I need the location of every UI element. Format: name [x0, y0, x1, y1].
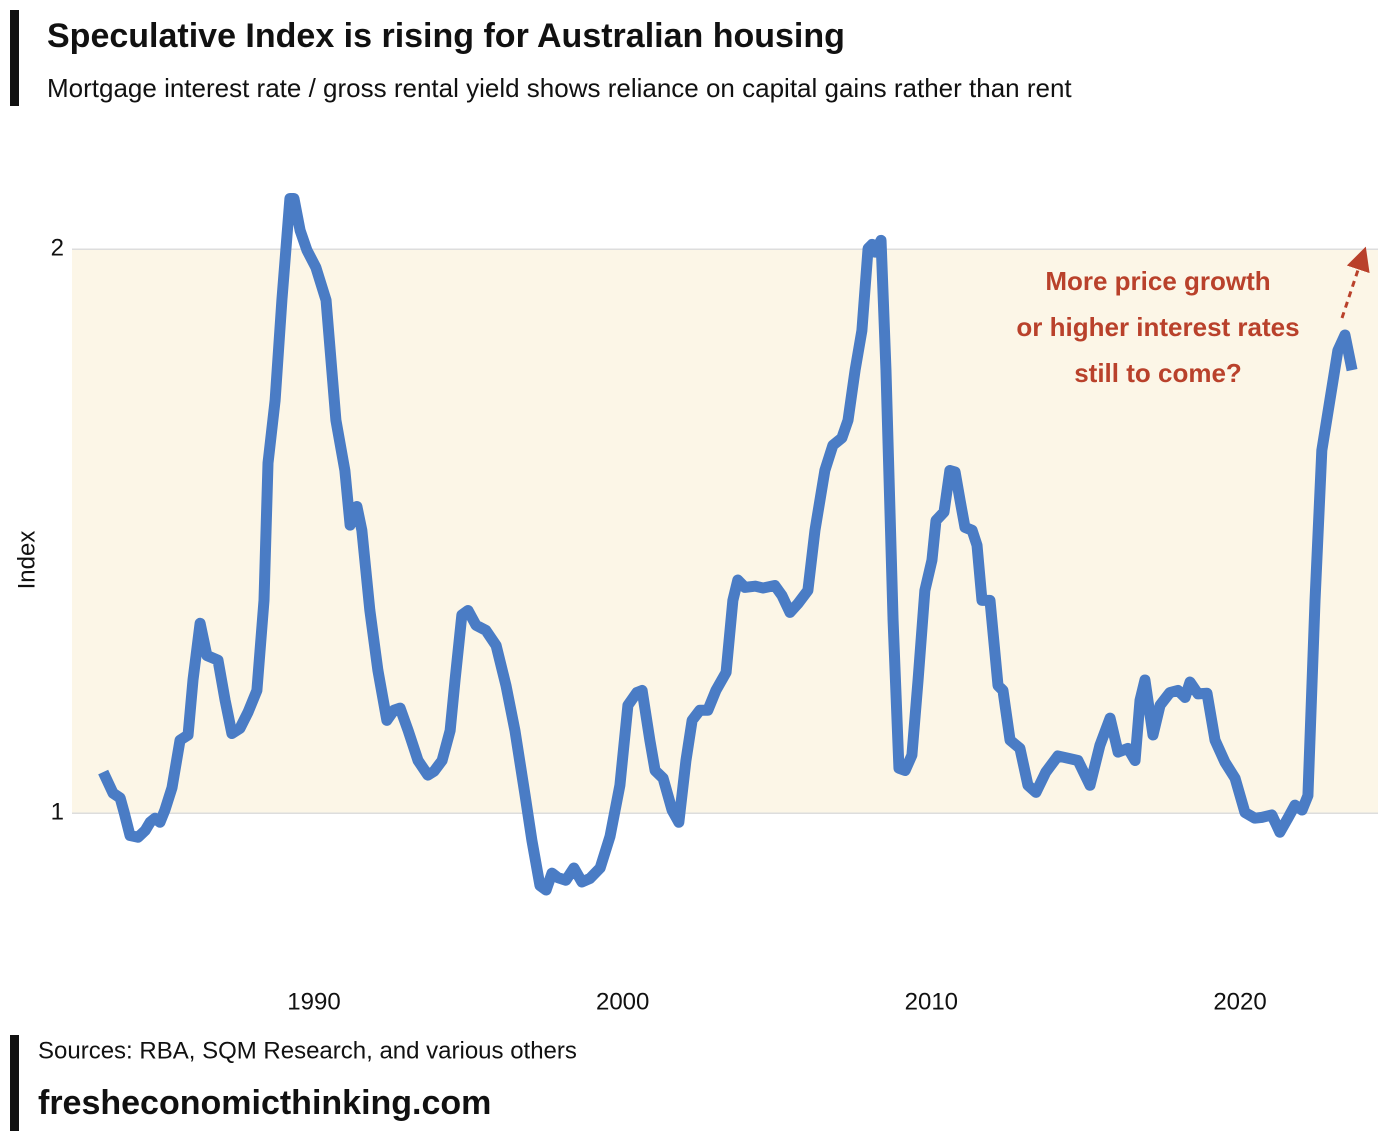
chart-subtitle: Mortgage interest rate / gross rental yi…	[47, 73, 1072, 103]
chart-title: Speculative Index is rising for Australi…	[47, 17, 845, 55]
annotation: or higher interest rates	[1016, 312, 1299, 342]
title-bar	[10, 10, 19, 106]
x-tick-label: 2010	[905, 988, 958, 1015]
website: fresheconomicthinking.com	[38, 1084, 491, 1122]
source: Sources: RBA, SQM Research, and various …	[38, 1037, 577, 1064]
annotation: More price growth	[1045, 266, 1270, 296]
plot-area: 1 2 1990 2000 2010 2020	[51, 192, 1378, 1015]
y-tick-label: 1	[51, 799, 64, 826]
line	[98, 192, 1358, 896]
footer-bar	[10, 1035, 19, 1131]
x-tick-label: 2000	[596, 988, 649, 1015]
y-axis-label: Index	[13, 531, 40, 590]
y-tick-label: 2	[51, 235, 64, 262]
x-tick-label: 2020	[1213, 988, 1266, 1015]
annotation: still to come?	[1074, 358, 1242, 388]
x-tick-label: 1990	[287, 988, 340, 1015]
